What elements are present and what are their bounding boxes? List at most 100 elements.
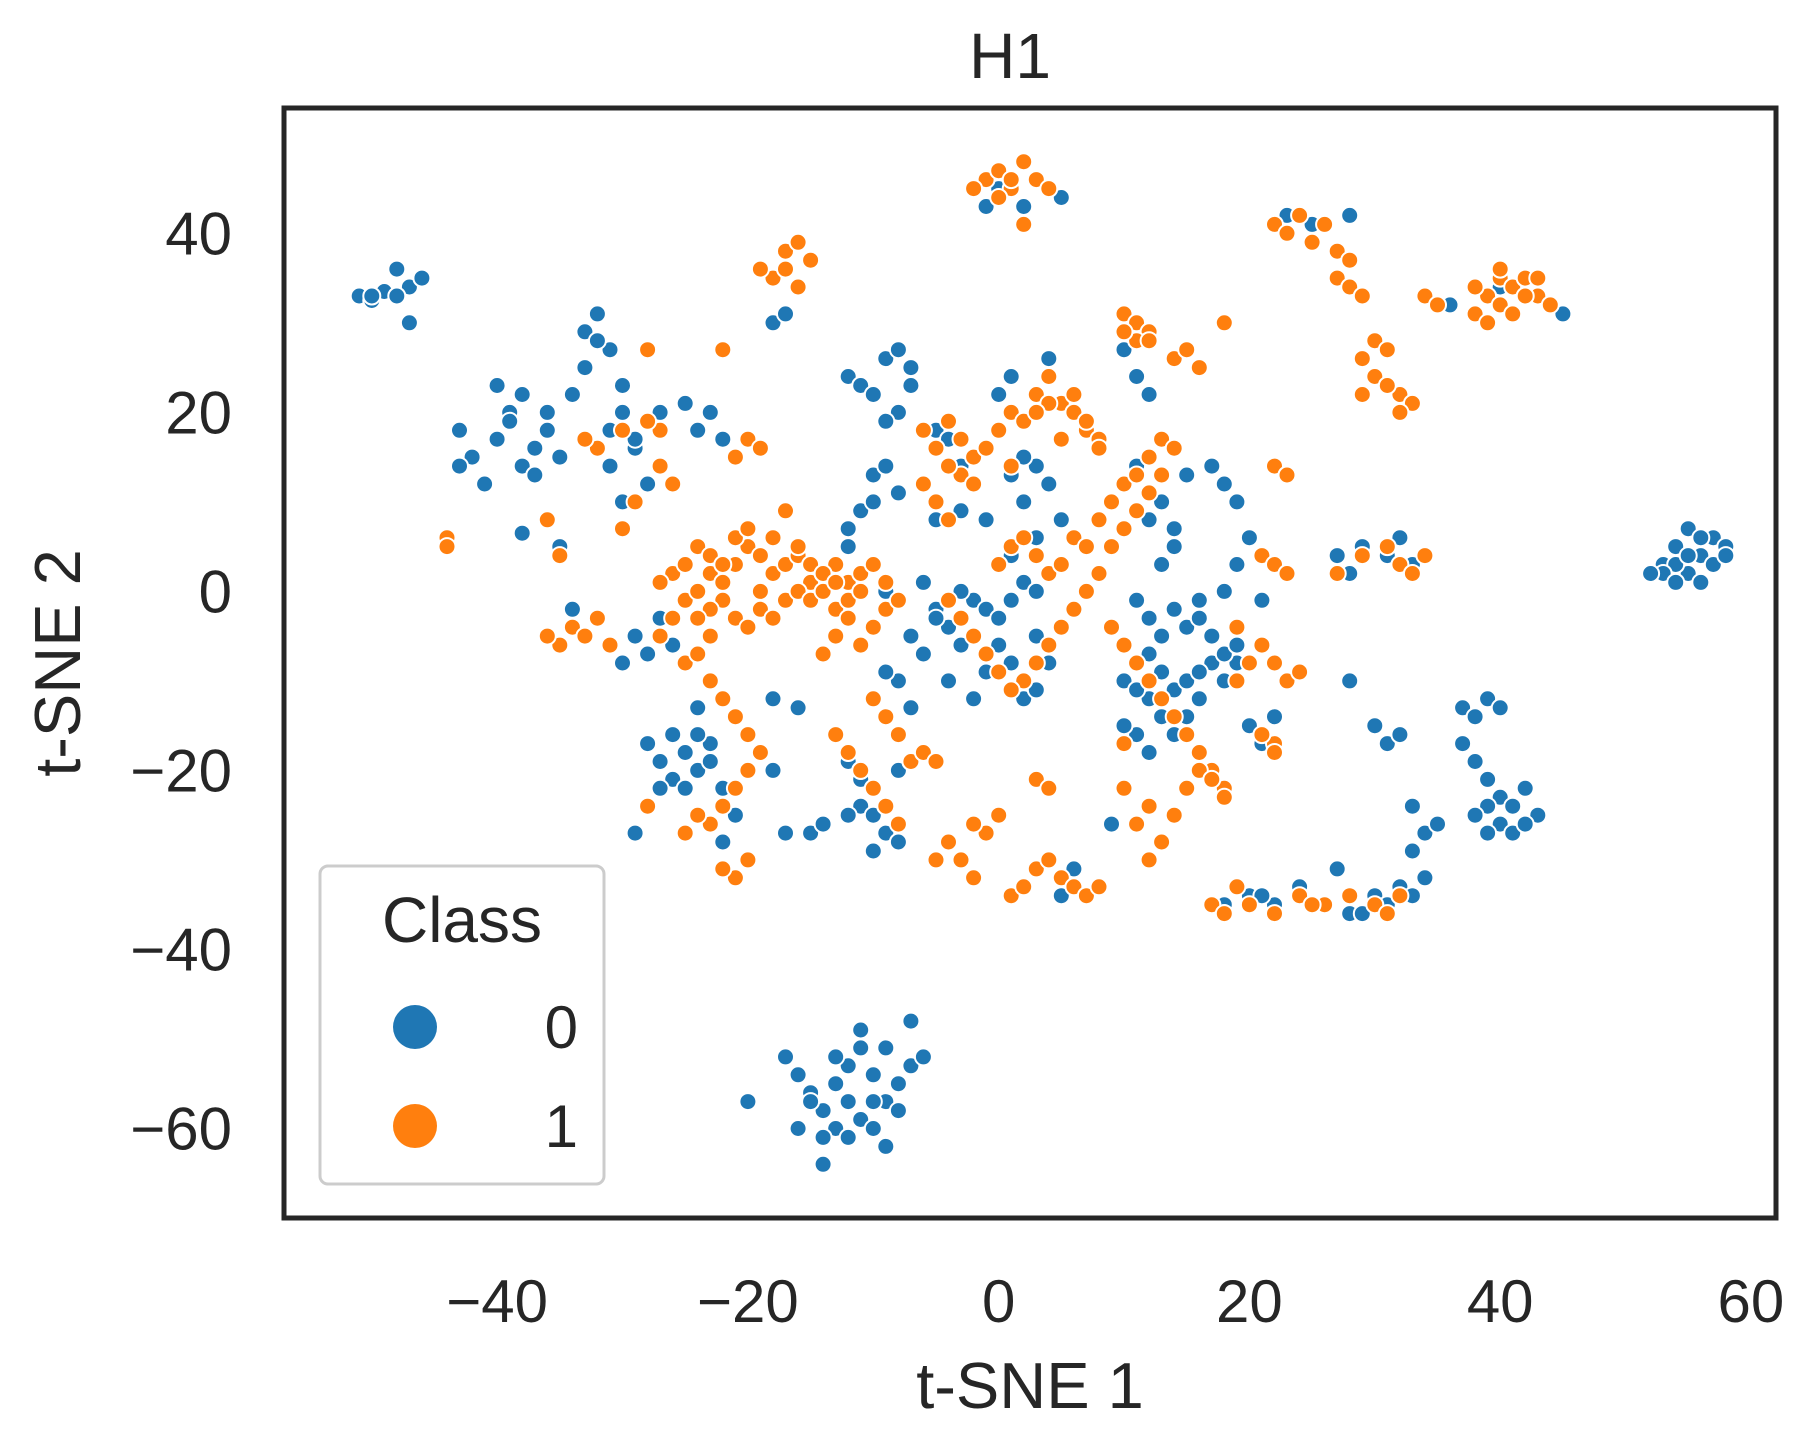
data-point-class-1 [813, 644, 833, 664]
data-point-class-0 [663, 725, 683, 745]
data-point-class-0 [1465, 707, 1485, 727]
x-tick-label: −40 [446, 1268, 548, 1335]
data-point-class-0 [813, 1127, 833, 1147]
data-point-class-1 [1076, 886, 1096, 906]
data-point-class-1 [863, 555, 883, 574]
data-point-class-1 [913, 474, 933, 494]
data-point-class-1 [1290, 205, 1310, 225]
data-point-class-0 [951, 635, 971, 655]
data-point-class-1 [939, 510, 958, 530]
data-point-class-1 [1390, 402, 1410, 422]
x-ticks: −40 −20 0 20 40 60 [446, 1268, 1784, 1335]
data-point-class-1 [1189, 358, 1209, 378]
data-point-class-0 [1001, 367, 1021, 386]
data-point-class-0 [1528, 805, 1548, 825]
data-point-class-1 [1051, 868, 1071, 888]
data-point-class-1 [838, 608, 858, 628]
data-point-class-1 [1014, 152, 1034, 172]
data-point-class-0 [939, 671, 958, 691]
data-point-class-0 [951, 501, 971, 521]
data-point-class-0 [525, 438, 545, 458]
data-point-class-1 [964, 626, 984, 646]
data-point-class-1 [838, 743, 858, 762]
data-point-class-0 [1415, 868, 1435, 888]
data-point-class-0 [838, 367, 858, 386]
data-point-class-0 [838, 537, 858, 557]
data-point-class-1 [1102, 617, 1121, 637]
data-point-class-1 [725, 868, 745, 888]
data-point-class-0 [713, 429, 733, 449]
data-point-class-0 [888, 1101, 908, 1121]
data-point-class-1 [1265, 904, 1284, 924]
data-point-class-0 [613, 376, 632, 395]
data-point-class-1 [1064, 599, 1084, 619]
data-point-class-1 [638, 796, 658, 816]
data-point-class-1 [725, 778, 745, 798]
data-point-class-0 [487, 429, 507, 449]
data-point-class-1 [1076, 537, 1096, 557]
data-point-class-1 [675, 823, 695, 843]
data-point-class-0 [926, 608, 946, 628]
legend-marker-class-0 [393, 1005, 437, 1049]
data-point-class-0 [913, 1047, 933, 1067]
data-point-class-1 [976, 644, 996, 664]
data-point-class-0 [826, 1074, 846, 1094]
data-point-class-1 [776, 555, 795, 574]
data-point-class-1 [575, 626, 595, 646]
data-point-class-1 [1127, 465, 1147, 485]
data-point-class-1 [550, 546, 570, 566]
data-point-class-1 [876, 796, 896, 816]
points-layer [349, 152, 1736, 1174]
data-point-class-0 [512, 523, 532, 543]
data-point-class-1 [613, 420, 632, 440]
legend: Class 01 [318, 864, 606, 1186]
chart-title: H1 [969, 20, 1051, 92]
data-point-class-0 [1515, 778, 1535, 798]
data-point-class-1 [1189, 760, 1209, 780]
data-point-class-0 [1239, 528, 1259, 548]
data-point-class-1 [1152, 429, 1172, 449]
data-point-class-0 [989, 608, 1009, 628]
data-point-class-1 [1014, 528, 1034, 548]
data-point-class-1 [1164, 438, 1184, 458]
data-point-class-0 [412, 268, 432, 288]
data-point-class-0 [1453, 734, 1473, 754]
data-point-class-1 [650, 626, 670, 646]
data-point-class-0 [1177, 465, 1197, 485]
data-point-class-1 [663, 474, 683, 494]
data-point-class-0 [1127, 367, 1147, 386]
data-point-class-1 [1390, 886, 1410, 906]
data-point-class-0 [1202, 456, 1222, 476]
data-point-class-0 [1402, 841, 1422, 861]
data-point-class-0 [600, 456, 620, 476]
data-point-class-0 [512, 385, 532, 404]
data-point-class-0 [888, 402, 908, 422]
data-point-class-0 [763, 760, 783, 780]
data-point-class-1 [1139, 447, 1159, 467]
data-point-class-0 [537, 420, 557, 440]
data-point-class-0 [1127, 680, 1147, 700]
data-point-class-1 [587, 608, 607, 628]
data-point-class-0 [876, 1136, 896, 1156]
data-point-class-1 [550, 635, 570, 655]
data-point-class-0 [638, 734, 658, 754]
data-point-class-0 [1465, 752, 1485, 771]
data-point-class-1 [1039, 635, 1059, 655]
data-point-class-1 [1051, 617, 1071, 637]
data-point-class-0 [1026, 456, 1046, 476]
data-point-class-0 [1503, 823, 1523, 843]
data-point-class-1 [675, 653, 695, 673]
data-point-class-1 [1139, 796, 1159, 816]
data-point-class-0 [888, 1074, 908, 1094]
data-point-class-1 [1265, 555, 1284, 574]
data-point-class-0 [976, 599, 996, 619]
data-point-class-0 [964, 689, 984, 709]
legend-label-class-1: 1 [545, 1093, 578, 1160]
data-point-class-0 [964, 590, 984, 610]
data-point-class-0 [876, 662, 896, 682]
data-point-class-1 [700, 671, 720, 691]
data-point-class-0 [1691, 528, 1711, 548]
data-point-class-0 [500, 411, 520, 431]
data-point-class-0 [776, 823, 795, 843]
data-point-class-0 [613, 402, 632, 422]
